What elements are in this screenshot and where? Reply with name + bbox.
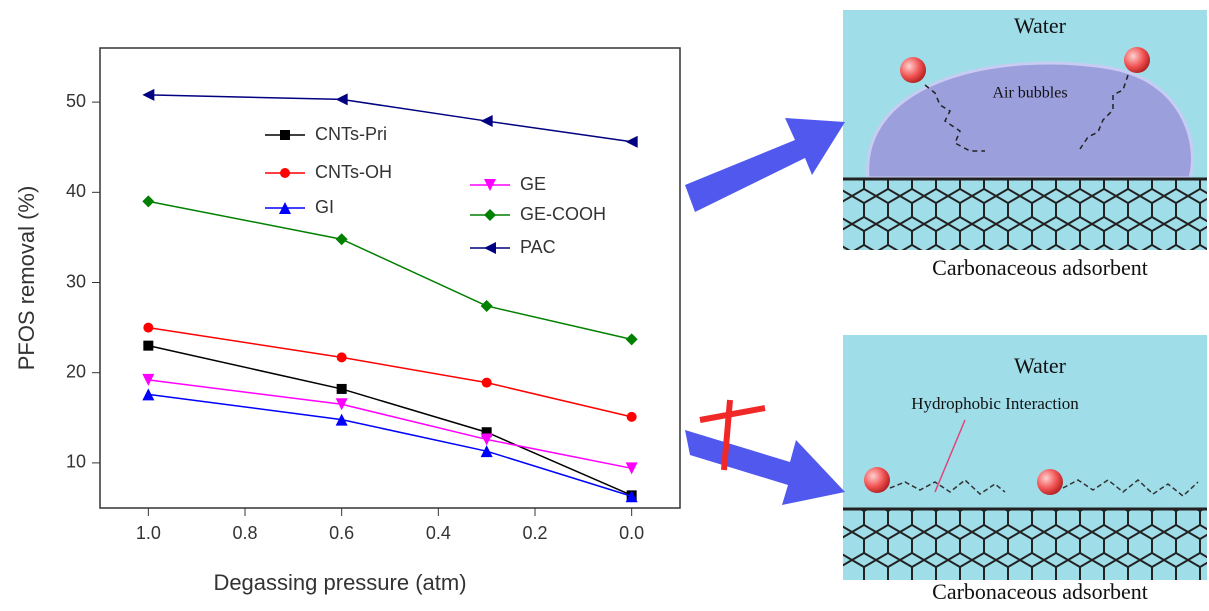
x-tick-label: 0.6: [329, 523, 354, 543]
x-tick-label: 1.0: [136, 523, 161, 543]
legend-label: GE-COOH: [520, 204, 606, 224]
bottom-panel: Water Hydrophobic Interaction Carbonaceo…: [843, 335, 1207, 604]
interaction-label: Hydrophobic Interaction: [911, 394, 1079, 413]
y-tick-label: 40: [66, 181, 86, 201]
y-axis-label: PFOS removal (%): [14, 186, 39, 371]
legend-label: GE: [520, 174, 546, 194]
y-tick-label: 50: [66, 91, 86, 111]
x-tick-label: 0.8: [232, 523, 257, 543]
legend-marker: [280, 168, 290, 178]
figure: Degassing pressure (atm) PFOS removal (%…: [0, 0, 1209, 606]
x-axis-label: Degassing pressure (atm): [213, 570, 466, 595]
y-tick-label: 30: [66, 271, 86, 291]
x-tick-label: 0.4: [426, 523, 451, 543]
data-point: [143, 323, 153, 333]
y-tick-label: 20: [66, 361, 86, 381]
data-point: [143, 341, 153, 351]
data-point: [627, 412, 637, 422]
bubble-label: Air bubbles: [992, 85, 1067, 102]
y-tick-label: 10: [66, 452, 86, 472]
surface-label: Carbonaceous adsorbent: [932, 579, 1148, 604]
surface-label: Carbonaceous adsorbent: [932, 255, 1148, 280]
legend-label: GI: [315, 197, 334, 217]
plot-frame: [100, 48, 680, 508]
legend-label: PAC: [520, 237, 556, 257]
legend-label: CNTs-OH: [315, 162, 392, 182]
data-point: [337, 352, 347, 362]
arrow: [685, 430, 845, 505]
data-point: [482, 378, 492, 388]
data-point: [337, 384, 347, 394]
medium-label: Water: [1014, 353, 1067, 378]
legend-label: CNTs-Pri: [315, 124, 387, 144]
arrow: [685, 118, 845, 212]
top-panel: Water Air bubbles Carbonaceous adsorbent: [843, 10, 1207, 280]
medium-label: Water: [1014, 13, 1067, 38]
legend-marker: [280, 130, 290, 140]
x-tick-label: 0.2: [522, 523, 547, 543]
x-tick-label: 0.0: [619, 523, 644, 543]
